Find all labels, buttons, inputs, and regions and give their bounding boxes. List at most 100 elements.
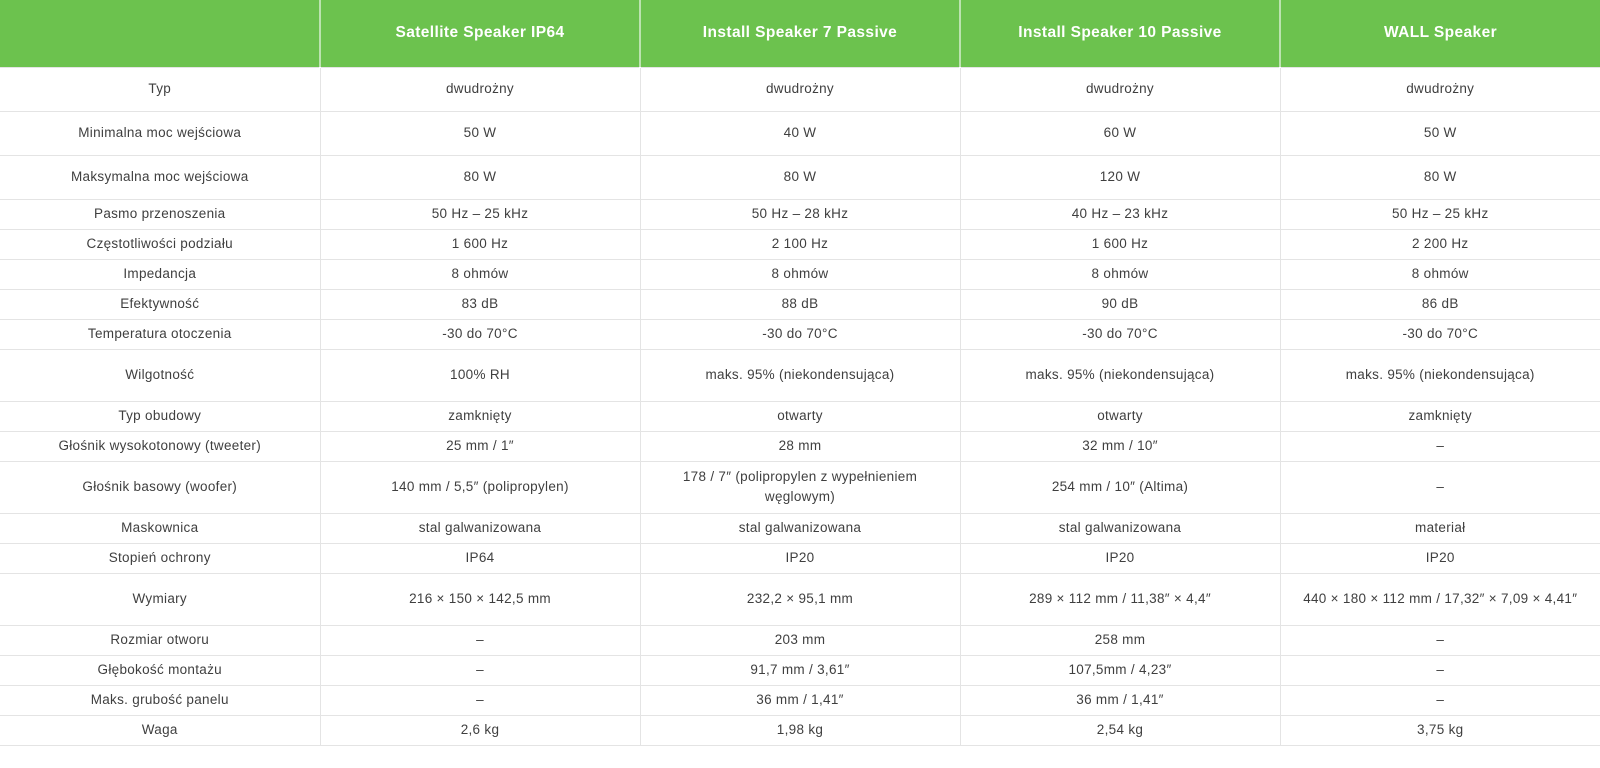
header-cell-product-3: Install Speaker 10 Passive: [959, 0, 1280, 67]
spec-value-cell: stal galwanizowana: [639, 512, 960, 543]
header-cell-empty: [0, 0, 320, 67]
row-label: Maks. grubość panelu: [0, 684, 320, 715]
table-row: Głośnik wysokotonowy (tweeter) 25 mm / 1″…: [0, 430, 1600, 461]
spec-value-cell: 88 dB: [639, 288, 960, 319]
spec-value-cell: 40 W: [639, 110, 960, 155]
spec-value-cell: zamknięty: [1279, 400, 1600, 431]
row-label: Typ: [0, 66, 320, 111]
table-row: Temperatura otoczenia -30 do 70°C -30 do 7…: [0, 318, 1600, 349]
spec-value-cell: 1,98 kg: [639, 714, 960, 745]
spec-value-cell: 8 ohmów: [959, 258, 1280, 289]
table-row: Głębokość montażu –91,7 mm / 3,61″ 107,5mm…: [0, 654, 1600, 685]
spec-value-cell: -30 do 70°C: [639, 318, 960, 349]
spec-value-cell: 1 600 Hz: [959, 228, 1280, 259]
table-row: Wilgotność 100% RH maks. 95% (niekondensuj…: [0, 348, 1600, 401]
spec-value-cell: –: [1279, 430, 1600, 461]
row-label: Stopień ochrony: [0, 542, 320, 573]
row-label: Maskownica: [0, 512, 320, 543]
row-label: Głębokość montażu: [0, 654, 320, 685]
spec-value-cell: zamknięty: [319, 400, 640, 431]
spec-value-cell: -30 do 70°C: [1279, 318, 1600, 349]
spec-value-cell: 2,54 kg: [959, 714, 1280, 745]
table-row: Rozmiar otworu –203 mm 258 mm –: [0, 624, 1600, 655]
row-label: Pasmo przenoszenia: [0, 198, 320, 229]
spec-value-cell: 90 dB: [959, 288, 1280, 319]
spec-value-cell: –: [1279, 460, 1600, 513]
table-row: Głośnik basowy (woofer) 140 mm / 5,5″ (po…: [0, 460, 1600, 513]
row-label: Rozmiar otworu: [0, 624, 320, 655]
spec-value-cell: –: [319, 624, 640, 655]
spec-value-cell: dwudrożny: [639, 66, 960, 111]
row-label: Wilgotność: [0, 348, 320, 401]
row-label: Głośnik wysokotonowy (tweeter): [0, 430, 320, 461]
spec-value-cell: 2 200 Hz: [1279, 228, 1600, 259]
spec-value-cell: 25 mm / 1″: [319, 430, 640, 461]
table-row: Stopień ochrony IP64 IP20 IP20 IP20: [0, 542, 1600, 573]
spec-value-cell: 80 W: [319, 154, 640, 199]
row-label: Waga: [0, 714, 320, 745]
table-row: Typ obudowy zamknięty otwarty otwarty zamkni…: [0, 400, 1600, 431]
spec-value-cell: 254 mm / 10″ (Altima): [959, 460, 1280, 513]
spec-value-cell: otwarty: [639, 400, 960, 431]
spec-value-cell: 3,75 kg: [1279, 714, 1600, 745]
spec-value-cell: 50 W: [1279, 110, 1600, 155]
spec-value-cell: 83 dB: [319, 288, 640, 319]
spec-value-cell: maks. 95% (niekondensująca): [639, 348, 960, 401]
row-label: Temperatura otoczenia: [0, 318, 320, 349]
spec-value-cell: –: [319, 654, 640, 685]
spec-value-cell: –: [1279, 654, 1600, 685]
spec-value-cell: 40 Hz – 23 kHz: [959, 198, 1280, 229]
spec-value-cell: maks. 95% (niekondensująca): [959, 348, 1280, 401]
spec-value-cell: dwudrożny: [1279, 66, 1600, 111]
spec-value-cell: IP20: [639, 542, 960, 573]
table-row: Typ dwudrożny dwudrożny dwudrożny dwudrożny: [0, 66, 1600, 111]
row-label: Minimalna moc wejściowa: [0, 110, 320, 155]
spec-value-cell: IP64: [319, 542, 640, 573]
row-label: Maksymalna moc wejściowa: [0, 154, 320, 199]
table-row: Wymiary 216 × 150 × 142,5 mm 232,2 × 95,1 …: [0, 572, 1600, 625]
spec-value-cell: 50 W: [319, 110, 640, 155]
spec-value-cell: 100% RH: [319, 348, 640, 401]
spec-table: Satellite Speaker IP64 Install Speaker 7…: [0, 0, 1600, 746]
spec-value-cell: 36 mm / 1,41″: [639, 684, 960, 715]
spec-value-cell: 203 mm: [639, 624, 960, 655]
spec-value-cell: dwudrożny: [959, 66, 1280, 111]
spec-value-cell: –: [319, 684, 640, 715]
spec-value-cell: 8 ohmów: [1279, 258, 1600, 289]
spec-value-cell: –: [1279, 624, 1600, 655]
table-row: Częstotliwości podziału 1 600 Hz 2 100 Hz 1…: [0, 228, 1600, 259]
table-row: Pasmo przenoszenia 50 Hz – 25 kHz 50 Hz – …: [0, 198, 1600, 229]
spec-value-cell: 440 × 180 × 112 mm / 17,32″ × 7,09 × 4,4…: [1279, 572, 1600, 625]
spec-value-cell: stal galwanizowana: [959, 512, 1280, 543]
spec-value-cell: 50 Hz – 28 kHz: [639, 198, 960, 229]
spec-value-cell: 107,5mm / 4,23″: [959, 654, 1280, 685]
spec-value-cell: 86 dB: [1279, 288, 1600, 319]
spec-value-cell: 8 ohmów: [639, 258, 960, 289]
table-row: Maks. grubość panelu –36 mm / 1,41″ 36 mm …: [0, 684, 1600, 715]
table-row: Maksymalna moc wejściowa 80 W 80 W 120 W 80 …: [0, 154, 1600, 199]
table-row: Efektywność 83 dB 88 dB 90 dB 86 dB: [0, 288, 1600, 319]
spec-value-cell: 32 mm / 10″: [959, 430, 1280, 461]
spec-value-cell: 60 W: [959, 110, 1280, 155]
spec-value-cell: 178 / 7″ (polipropylen z wypełnieniem wę…: [639, 460, 960, 513]
row-label: Wymiary: [0, 572, 320, 625]
row-label: Typ obudowy: [0, 400, 320, 431]
table-row: Waga 2,6 kg 1,98 kg 2,54 kg 3,75 kg: [0, 714, 1600, 745]
spec-value-cell: 1 600 Hz: [319, 228, 640, 259]
spec-value-cell: -30 do 70°C: [959, 318, 1280, 349]
spec-value-cell: 140 mm / 5,5″ (polipropylen): [319, 460, 640, 513]
spec-value-cell: 50 Hz – 25 kHz: [319, 198, 640, 229]
table-row: Maskownica stal galwanizowana stal galwani…: [0, 512, 1600, 543]
spec-value-cell: –: [1279, 684, 1600, 715]
spec-value-cell: maks. 95% (niekondensująca): [1279, 348, 1600, 401]
spec-table-header: Satellite Speaker IP64 Install Speaker 7…: [0, 0, 1600, 67]
header-row: Satellite Speaker IP64 Install Speaker 7…: [0, 0, 1600, 67]
row-label: Głośnik basowy (woofer): [0, 460, 320, 513]
spec-value-cell: 50 Hz – 25 kHz: [1279, 198, 1600, 229]
spec-value-cell: 80 W: [1279, 154, 1600, 199]
row-label: Impedancja: [0, 258, 320, 289]
header-cell-product-4: WALL Speaker: [1279, 0, 1600, 67]
spec-value-cell: 2 100 Hz: [639, 228, 960, 259]
spec-value-cell: 2,6 kg: [319, 714, 640, 745]
spec-value-cell: 120 W: [959, 154, 1280, 199]
